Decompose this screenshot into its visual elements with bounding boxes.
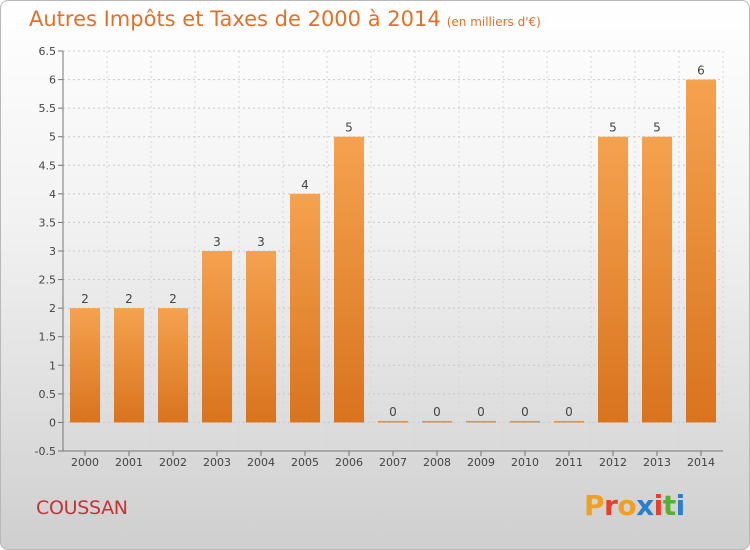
data-label: 3 [257,235,265,249]
logo-letter: P [584,489,605,522]
y-tick-label: 4 [49,188,56,201]
y-tick-label: 0 [49,416,56,429]
data-label: 5 [609,121,617,135]
bar-2011 [554,420,584,423]
data-label: 0 [433,405,441,419]
x-tick-label: 2009 [467,456,495,469]
y-tick-label: 1 [49,359,56,372]
y-tick-label: 0.5 [39,388,57,401]
data-label: 3 [213,235,221,249]
bar-2001 [114,308,144,423]
y-tick-label: 2.5 [39,274,57,287]
place-name: COUSSAN [36,497,128,519]
data-label: 5 [653,121,661,135]
data-label: 6 [697,64,705,78]
data-label: 0 [521,405,529,419]
x-tick-label: 2013 [643,456,671,469]
data-label: 0 [477,405,485,419]
chart-title: Autres Impôts et Taxes de 2000 à 2014 (en… [29,7,541,31]
bar-2007 [378,420,408,423]
data-label: 2 [169,292,177,306]
y-tick-label: 6.5 [39,45,57,58]
x-tick-label: 2003 [203,456,231,469]
y-tick-label: -0.5 [35,445,56,458]
y-tick-label: 6 [49,74,56,87]
y-tick-label: 3.5 [39,216,57,229]
proxiti-logo: Proxiti [584,489,685,522]
y-tick-label: 1.5 [39,331,57,344]
logo-letter: i [675,489,686,522]
x-tick-label: 2012 [599,456,627,469]
x-tick-label: 2007 [379,456,407,469]
x-tick-label: 2008 [423,456,451,469]
x-tick-label: 2010 [511,456,539,469]
bar-2012 [598,136,628,423]
bar-2005 [290,193,320,423]
logo-letter: r [604,489,618,522]
chart-unit: (en milliers d'€) [446,15,541,29]
data-label: 0 [565,405,573,419]
x-tick-label: 2001 [115,456,143,469]
x-tick-label: 2011 [555,456,583,469]
logo-letter: x [636,489,654,522]
logo-letter: o [617,489,637,522]
x-tick-label: 2002 [159,456,187,469]
y-tick-label: 5.5 [39,102,57,115]
bar-2002 [158,308,188,423]
logo-letter: t [662,489,676,522]
bar-2006 [334,136,364,423]
x-tick-label: 2000 [71,456,99,469]
x-tick-label: 2005 [291,456,319,469]
bar-2003 [202,251,232,423]
x-tick-label: 2004 [247,456,275,469]
bar-2013 [642,136,672,423]
data-label: 2 [125,292,133,306]
bar-2004 [246,251,276,423]
bar-2014 [686,79,716,423]
bars [70,79,716,423]
bar-2000 [70,308,100,423]
chart-title-text: Autres Impôts et Taxes de 2000 à 2014 [29,7,441,31]
data-label: 0 [389,405,397,419]
y-tick-label: 3 [49,245,56,258]
data-label: 5 [345,121,353,135]
x-tick-label: 2006 [335,456,363,469]
bar-2010 [510,420,540,423]
y-tick-label: 5 [49,131,56,144]
logo-letter: i [653,489,664,522]
data-label: 2 [81,292,89,306]
data-label: 4 [301,178,309,192]
data-labels: 2 2 2 3 3 4 5 0 0 0 0 0 5 5 6 [81,64,705,419]
y-tick-label: 4.5 [39,159,57,172]
bar-2009 [466,420,496,423]
y-tick-label: 2 [49,302,56,315]
bar-2008 [422,420,452,423]
x-tick-label: 2014 [687,456,715,469]
